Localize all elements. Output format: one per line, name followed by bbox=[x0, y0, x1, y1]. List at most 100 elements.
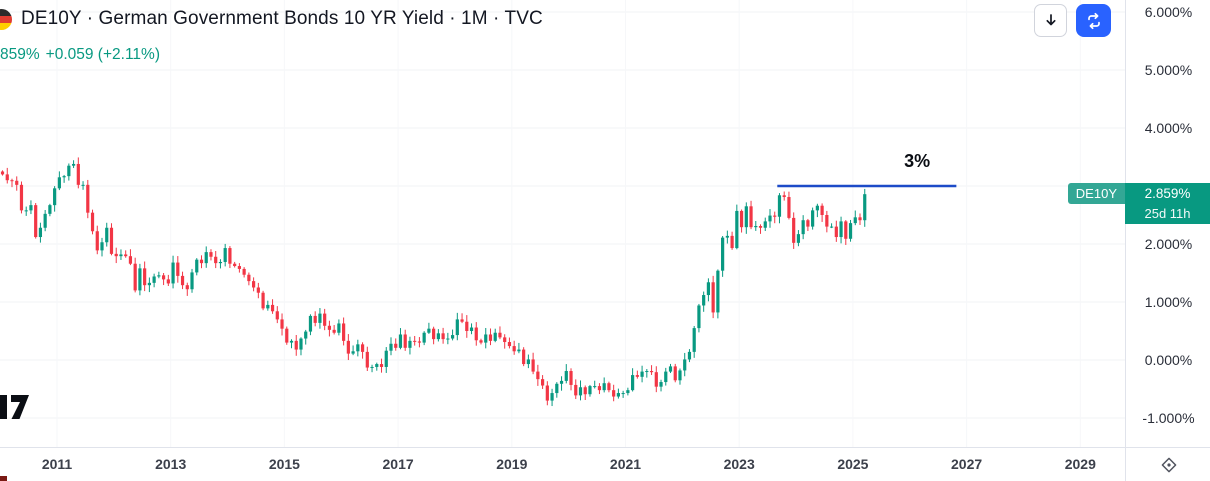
trendline-label[interactable]: 3% bbox=[904, 151, 931, 171]
price-tick: 1.000% bbox=[1144, 294, 1193, 310]
candle-body bbox=[460, 319, 464, 322]
candle-body bbox=[375, 364, 379, 367]
candle-body bbox=[43, 213, 47, 228]
candle-body bbox=[100, 242, 104, 251]
refresh-button[interactable] bbox=[1076, 4, 1111, 37]
candle-body bbox=[171, 262, 175, 284]
candle-body bbox=[242, 268, 246, 275]
time-tick: 2017 bbox=[382, 456, 414, 472]
candle-body bbox=[138, 268, 142, 291]
candle-body bbox=[76, 163, 80, 185]
candle-body bbox=[247, 274, 251, 282]
candle-body bbox=[285, 328, 289, 343]
candle-body bbox=[379, 364, 384, 367]
candle-body bbox=[29, 205, 33, 211]
candle-body bbox=[853, 217, 857, 224]
candle-body bbox=[559, 380, 564, 384]
candle-body bbox=[474, 327, 478, 341]
candle-body bbox=[370, 366, 374, 368]
download-icon bbox=[1045, 13, 1056, 25]
candle-body bbox=[304, 331, 308, 339]
candle-body bbox=[697, 305, 701, 329]
download-button[interactable] bbox=[1034, 4, 1067, 37]
candle-body bbox=[417, 341, 422, 343]
candle-body bbox=[266, 304, 270, 309]
candle-body bbox=[739, 210, 744, 228]
candle-body bbox=[668, 366, 673, 372]
candle-body bbox=[313, 315, 317, 323]
time-tick: 2025 bbox=[837, 456, 869, 472]
candle-body bbox=[777, 195, 782, 217]
candle-body bbox=[649, 371, 654, 373]
candle-body bbox=[801, 220, 805, 235]
candle-body bbox=[233, 263, 237, 267]
candle-body bbox=[360, 344, 365, 352]
candle-body bbox=[683, 359, 687, 371]
candle-body bbox=[815, 205, 819, 211]
candle-body bbox=[214, 256, 218, 264]
candle-body bbox=[583, 387, 587, 395]
refresh-icon bbox=[1087, 12, 1100, 29]
symbol-title[interactable]: DE10Y · German Government Bonds 10 YR Yi… bbox=[21, 8, 543, 29]
candle-body bbox=[811, 210, 815, 227]
candle-body bbox=[735, 210, 739, 249]
candle-body bbox=[86, 184, 90, 213]
candle-body bbox=[114, 253, 118, 257]
candlestick-chart[interactable] bbox=[0, 0, 1125, 447]
candle-body bbox=[161, 275, 166, 280]
price-tick: -1.000% bbox=[1142, 410, 1195, 426]
candle-body bbox=[10, 180, 14, 182]
badge-symbol: DE10Y bbox=[1067, 183, 1125, 204]
candle-body bbox=[209, 252, 213, 257]
badge-countdown[interactable]: 25d 11h bbox=[1144, 206, 1191, 221]
symbol-legend[interactable]: DE10Y · German Government Bonds 10 YR Yi… bbox=[0, 8, 543, 30]
candle-body bbox=[578, 387, 583, 396]
candle-body bbox=[621, 393, 625, 395]
candle-body bbox=[199, 259, 204, 264]
candle-body bbox=[38, 227, 43, 238]
candle-body bbox=[365, 351, 369, 368]
candle-body bbox=[294, 340, 298, 350]
candle-body bbox=[635, 375, 639, 377]
candle-body bbox=[261, 292, 265, 309]
candle-body bbox=[109, 227, 114, 254]
candle-body bbox=[706, 282, 711, 296]
video-progress-fragment bbox=[0, 476, 7, 481]
candle-body bbox=[616, 393, 620, 397]
candle-body bbox=[252, 281, 256, 288]
candle-body bbox=[588, 386, 592, 395]
time-tick: 2019 bbox=[496, 456, 528, 472]
candle-body bbox=[834, 226, 838, 238]
candle-body bbox=[190, 272, 194, 290]
candle-body bbox=[536, 371, 540, 380]
candle-body bbox=[204, 252, 208, 264]
candle-body bbox=[356, 344, 360, 352]
candle-body bbox=[825, 215, 829, 227]
candle-body bbox=[318, 313, 322, 323]
price-label-badge[interactable]: DE10Y 2.859% 25d 11h bbox=[1067, 183, 1210, 224]
candle-body bbox=[346, 340, 350, 354]
candle-body bbox=[289, 340, 294, 343]
candle-body bbox=[450, 335, 455, 339]
candle-body bbox=[574, 384, 578, 396]
candle-body bbox=[488, 334, 493, 341]
candle-body bbox=[299, 338, 303, 350]
candle-body bbox=[48, 205, 52, 214]
tradingview-logo[interactable] bbox=[0, 392, 32, 429]
time-tick: 2023 bbox=[723, 456, 755, 472]
time-tick: 2021 bbox=[609, 456, 642, 472]
candle-body bbox=[763, 221, 767, 228]
candle-body bbox=[90, 212, 95, 232]
candle-body bbox=[436, 333, 440, 340]
candle-body bbox=[19, 184, 24, 211]
candle-body bbox=[256, 287, 260, 293]
candle-body bbox=[270, 304, 275, 312]
time-scale[interactable]: 2011 2013 2015 2017 2019 2021 2023 2025 2027 2029 bbox=[0, 447, 1125, 481]
candle-body bbox=[863, 194, 867, 221]
candle-body bbox=[57, 177, 61, 189]
candle-body bbox=[792, 217, 796, 243]
scale-settings-icon[interactable] bbox=[1160, 456, 1178, 474]
candle-body bbox=[640, 371, 644, 377]
germany-flag-icon bbox=[0, 8, 12, 30]
